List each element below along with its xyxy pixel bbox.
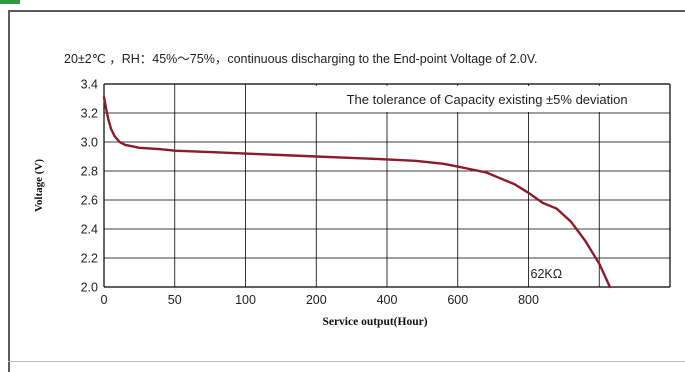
y-tick-label: 2.2	[81, 252, 98, 266]
y-tick-label: 2.0	[81, 281, 98, 295]
y-tick-label: 3.2	[81, 107, 98, 121]
bottom-rule	[8, 361, 685, 362]
test-condition-caption: 20±2℃ ，RH：45%～75%，continuous discharging…	[64, 52, 538, 66]
y-tick-label: 2.6	[81, 194, 98, 208]
x-tick-label: 800	[518, 293, 539, 307]
x-tick-label: 400	[377, 293, 398, 307]
annotation-box	[302, 86, 668, 112]
series-label: 62KΩ	[531, 267, 563, 281]
x-tick-label: 50	[168, 293, 182, 307]
x-tick-label: 600	[447, 293, 468, 307]
series-line	[102, 95, 612, 289]
x-tick-label: 100	[235, 293, 256, 307]
x-tick-label: 0	[101, 293, 108, 307]
y-tick-label: 2.8	[81, 165, 98, 179]
x-tick-label: 200	[306, 293, 327, 307]
header-accent-bar	[0, 0, 20, 4]
annotation-text: The tolerance of Capacity existing ±5% d…	[347, 92, 628, 107]
y-tick-label: 3.4	[81, 78, 98, 92]
y-tick-label: 3.0	[81, 136, 98, 150]
y-axis-title: Voltage (V)	[33, 159, 45, 212]
x-axis-title: Service output(Hour)	[322, 316, 427, 328]
y-tick-label: 2.4	[81, 223, 98, 237]
figure-frame	[8, 10, 685, 372]
